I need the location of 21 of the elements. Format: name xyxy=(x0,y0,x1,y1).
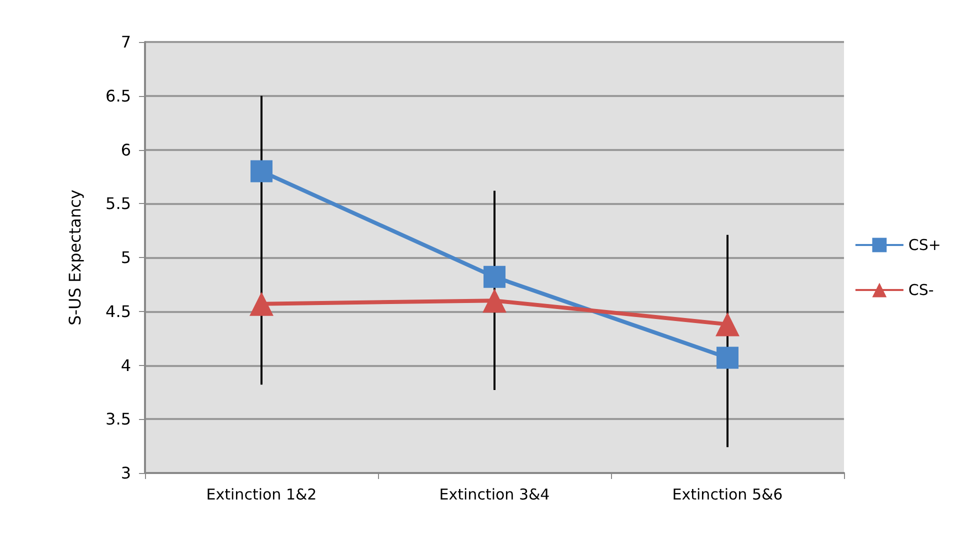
point xyxy=(250,292,274,316)
y-tick-label: 4.5 xyxy=(106,302,131,321)
y-tick-label: 6 xyxy=(120,140,131,160)
y-tick-label: 5 xyxy=(120,248,131,267)
x-tick-label: Extinction 3&4 xyxy=(439,486,550,504)
y-tick-label: 7 xyxy=(120,32,131,52)
y-tick-label: 6.5 xyxy=(106,86,131,106)
legend-label: CS+ xyxy=(908,236,942,254)
y-tick-label: 3.5 xyxy=(106,410,131,429)
point xyxy=(716,312,740,336)
point xyxy=(716,346,738,369)
x-tick-label: Extinction 5&6 xyxy=(672,486,783,504)
point xyxy=(482,288,506,313)
point xyxy=(250,160,272,182)
legend-label: CS- xyxy=(908,281,934,299)
y-axis-title: S-US Expectancy xyxy=(66,190,84,326)
point xyxy=(484,266,506,288)
y-tick-label: 3 xyxy=(120,464,131,482)
x-tick-label: Extinction 1&2 xyxy=(206,486,317,504)
y-tick-label: 5.5 xyxy=(106,194,131,214)
y-tick-label: 4 xyxy=(120,356,131,375)
